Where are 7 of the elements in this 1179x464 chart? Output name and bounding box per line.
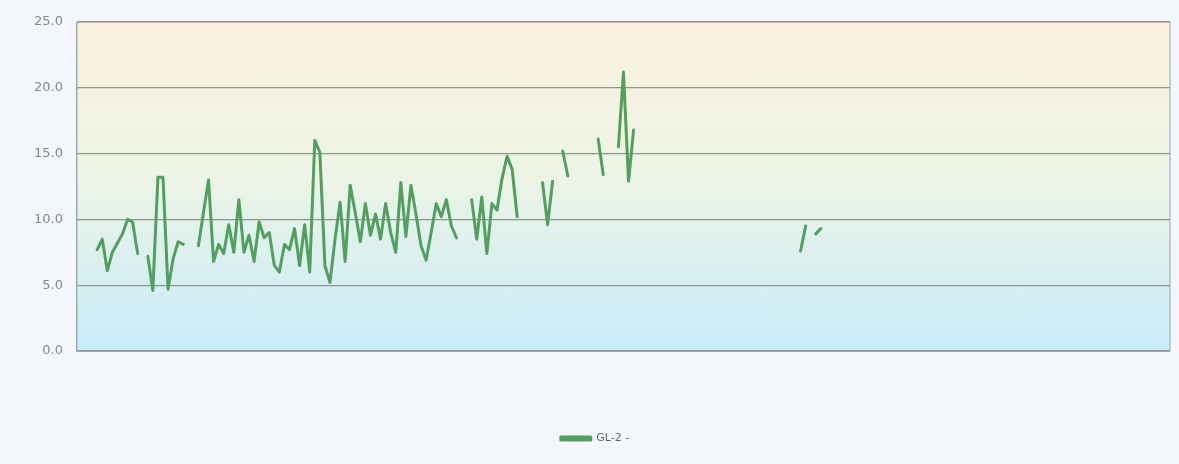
legend-label: GL-2 -: [596, 431, 630, 445]
y-tick-label: 15.0: [33, 144, 63, 160]
y-tick-label: 0.0: [42, 342, 63, 358]
y-tick-label: 25.0: [33, 13, 63, 29]
y-tick-label: 20.0: [33, 79, 63, 95]
y-tick-label: 10.0: [33, 210, 63, 226]
y-tick-label: 5.0: [42, 276, 63, 292]
